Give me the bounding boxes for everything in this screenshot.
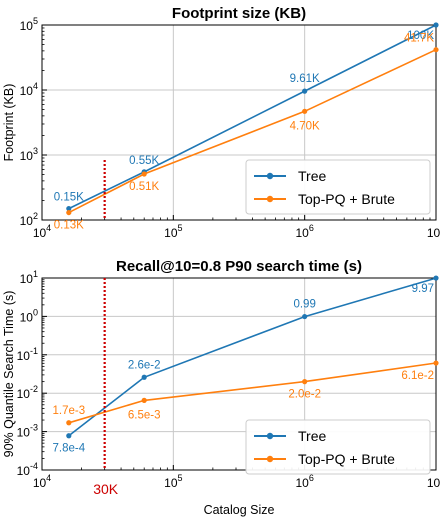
threshold-label: 30K	[93, 481, 119, 497]
data-point	[66, 433, 72, 439]
chart-panel-1: 104 105 106 107 102 103 104 105 Footprint size (…	[2, 5, 440, 240]
data-point	[433, 22, 439, 28]
data-label: 0.13K	[54, 220, 84, 232]
legend-label: Tree	[298, 428, 326, 444]
data-label: 9.97	[412, 283, 434, 295]
y-tick-label: 10-3	[17, 423, 38, 440]
data-label: 7.8e-4	[53, 443, 86, 455]
data-point	[302, 379, 308, 385]
x-tick-label: 106	[295, 223, 313, 240]
series-line	[68, 24, 437, 210]
data-label: 0.51K	[129, 181, 159, 193]
data-point	[433, 360, 439, 366]
y-tick-label: 104	[20, 81, 38, 98]
y-tick-label: 105	[20, 16, 38, 33]
data-label: 0.99	[293, 299, 315, 311]
data-point	[141, 374, 147, 380]
data-label: 2.0e-2	[288, 389, 321, 401]
y-axis-label: 90% Quantile Search Time (s)	[2, 291, 16, 458]
data-point	[302, 313, 308, 320]
chart-panel-2: 104 105 106 107 10-4 10-3 10-2 10-1 100 101 Recall…	[2, 258, 440, 517]
plot-frame	[41, 277, 437, 471]
data-point	[66, 205, 72, 212]
series-top-pq-brute: 1.7e-3 6.5e-3 2.0e-2 6.1e-2	[53, 360, 439, 426]
legend-label: Top-PQ + Brute	[298, 191, 395, 207]
x-tick-label: 105	[164, 473, 182, 490]
legend: Tree Top-PQ + Brute	[245, 419, 431, 475]
data-point	[302, 108, 308, 114]
y-tick-label: 10-2	[17, 384, 38, 401]
data-point	[141, 397, 147, 403]
data-label: 41.7K	[404, 33, 434, 45]
data-point	[433, 47, 439, 53]
data-label: 1.7e-3	[53, 405, 86, 417]
legend-swatch-marker	[266, 432, 274, 440]
data-point	[302, 88, 308, 94]
data-label: 4.70K	[290, 120, 320, 132]
data-point	[66, 420, 72, 426]
y-tick-label: 103	[20, 146, 38, 163]
legend-label: Top-PQ + Brute	[298, 451, 395, 467]
data-point	[66, 209, 72, 216]
data-label: 100K	[407, 30, 434, 42]
x-axis-label: Catalog Size	[204, 503, 275, 517]
legend-swatch-marker	[266, 455, 274, 463]
data-label: 6.5e-3	[128, 409, 161, 421]
y-tick-label: 101	[20, 269, 38, 286]
x-tick-label: 106	[295, 473, 313, 490]
chart-title: Recall@10=0.8 P90 search time (s)	[116, 258, 362, 275]
x-tick-label: 104	[33, 473, 51, 490]
data-label: 0.15K	[54, 192, 84, 204]
legend-swatch-marker	[266, 195, 274, 203]
series-line	[68, 48, 437, 214]
data-label: 0.55K	[129, 155, 159, 167]
y-tick-label: 10-1	[17, 346, 38, 363]
series-line	[68, 362, 437, 424]
data-label: 6.1e-2	[401, 370, 434, 382]
y-tick-label: 10-4	[17, 461, 38, 478]
x-tick-label: 105	[164, 223, 182, 240]
series-top-pq-brute: 0.13K 0.51K 4.70K 41.7K	[54, 33, 439, 232]
series-tree: 0.15K 0.55K 9.61K 100K	[54, 22, 439, 212]
legend: Tree Top-PQ + Brute	[245, 159, 431, 215]
data-point	[433, 275, 439, 281]
data-label: 2.6e-2	[128, 359, 161, 371]
series-tree: 7.8e-4 2.6e-2 0.99 9.97	[53, 275, 439, 455]
y-axis-label: Footprint (KB)	[2, 84, 16, 162]
legend-label: Tree	[298, 168, 326, 184]
x-tick-label: 107	[427, 473, 440, 490]
legend-swatch-marker	[266, 172, 274, 180]
y-tick-label: 102	[20, 211, 38, 228]
x-tick-label: 104	[33, 223, 51, 240]
x-tick-label: 107	[427, 223, 440, 240]
series-line	[68, 277, 437, 437]
y-tick-label: 100	[20, 307, 38, 324]
legend-box	[245, 159, 431, 215]
data-label: 9.61K	[290, 73, 320, 85]
data-point	[141, 171, 147, 177]
chart-title: Footprint size (KB)	[172, 5, 306, 22]
legend-box	[245, 419, 431, 475]
plot-frame	[41, 24, 437, 221]
